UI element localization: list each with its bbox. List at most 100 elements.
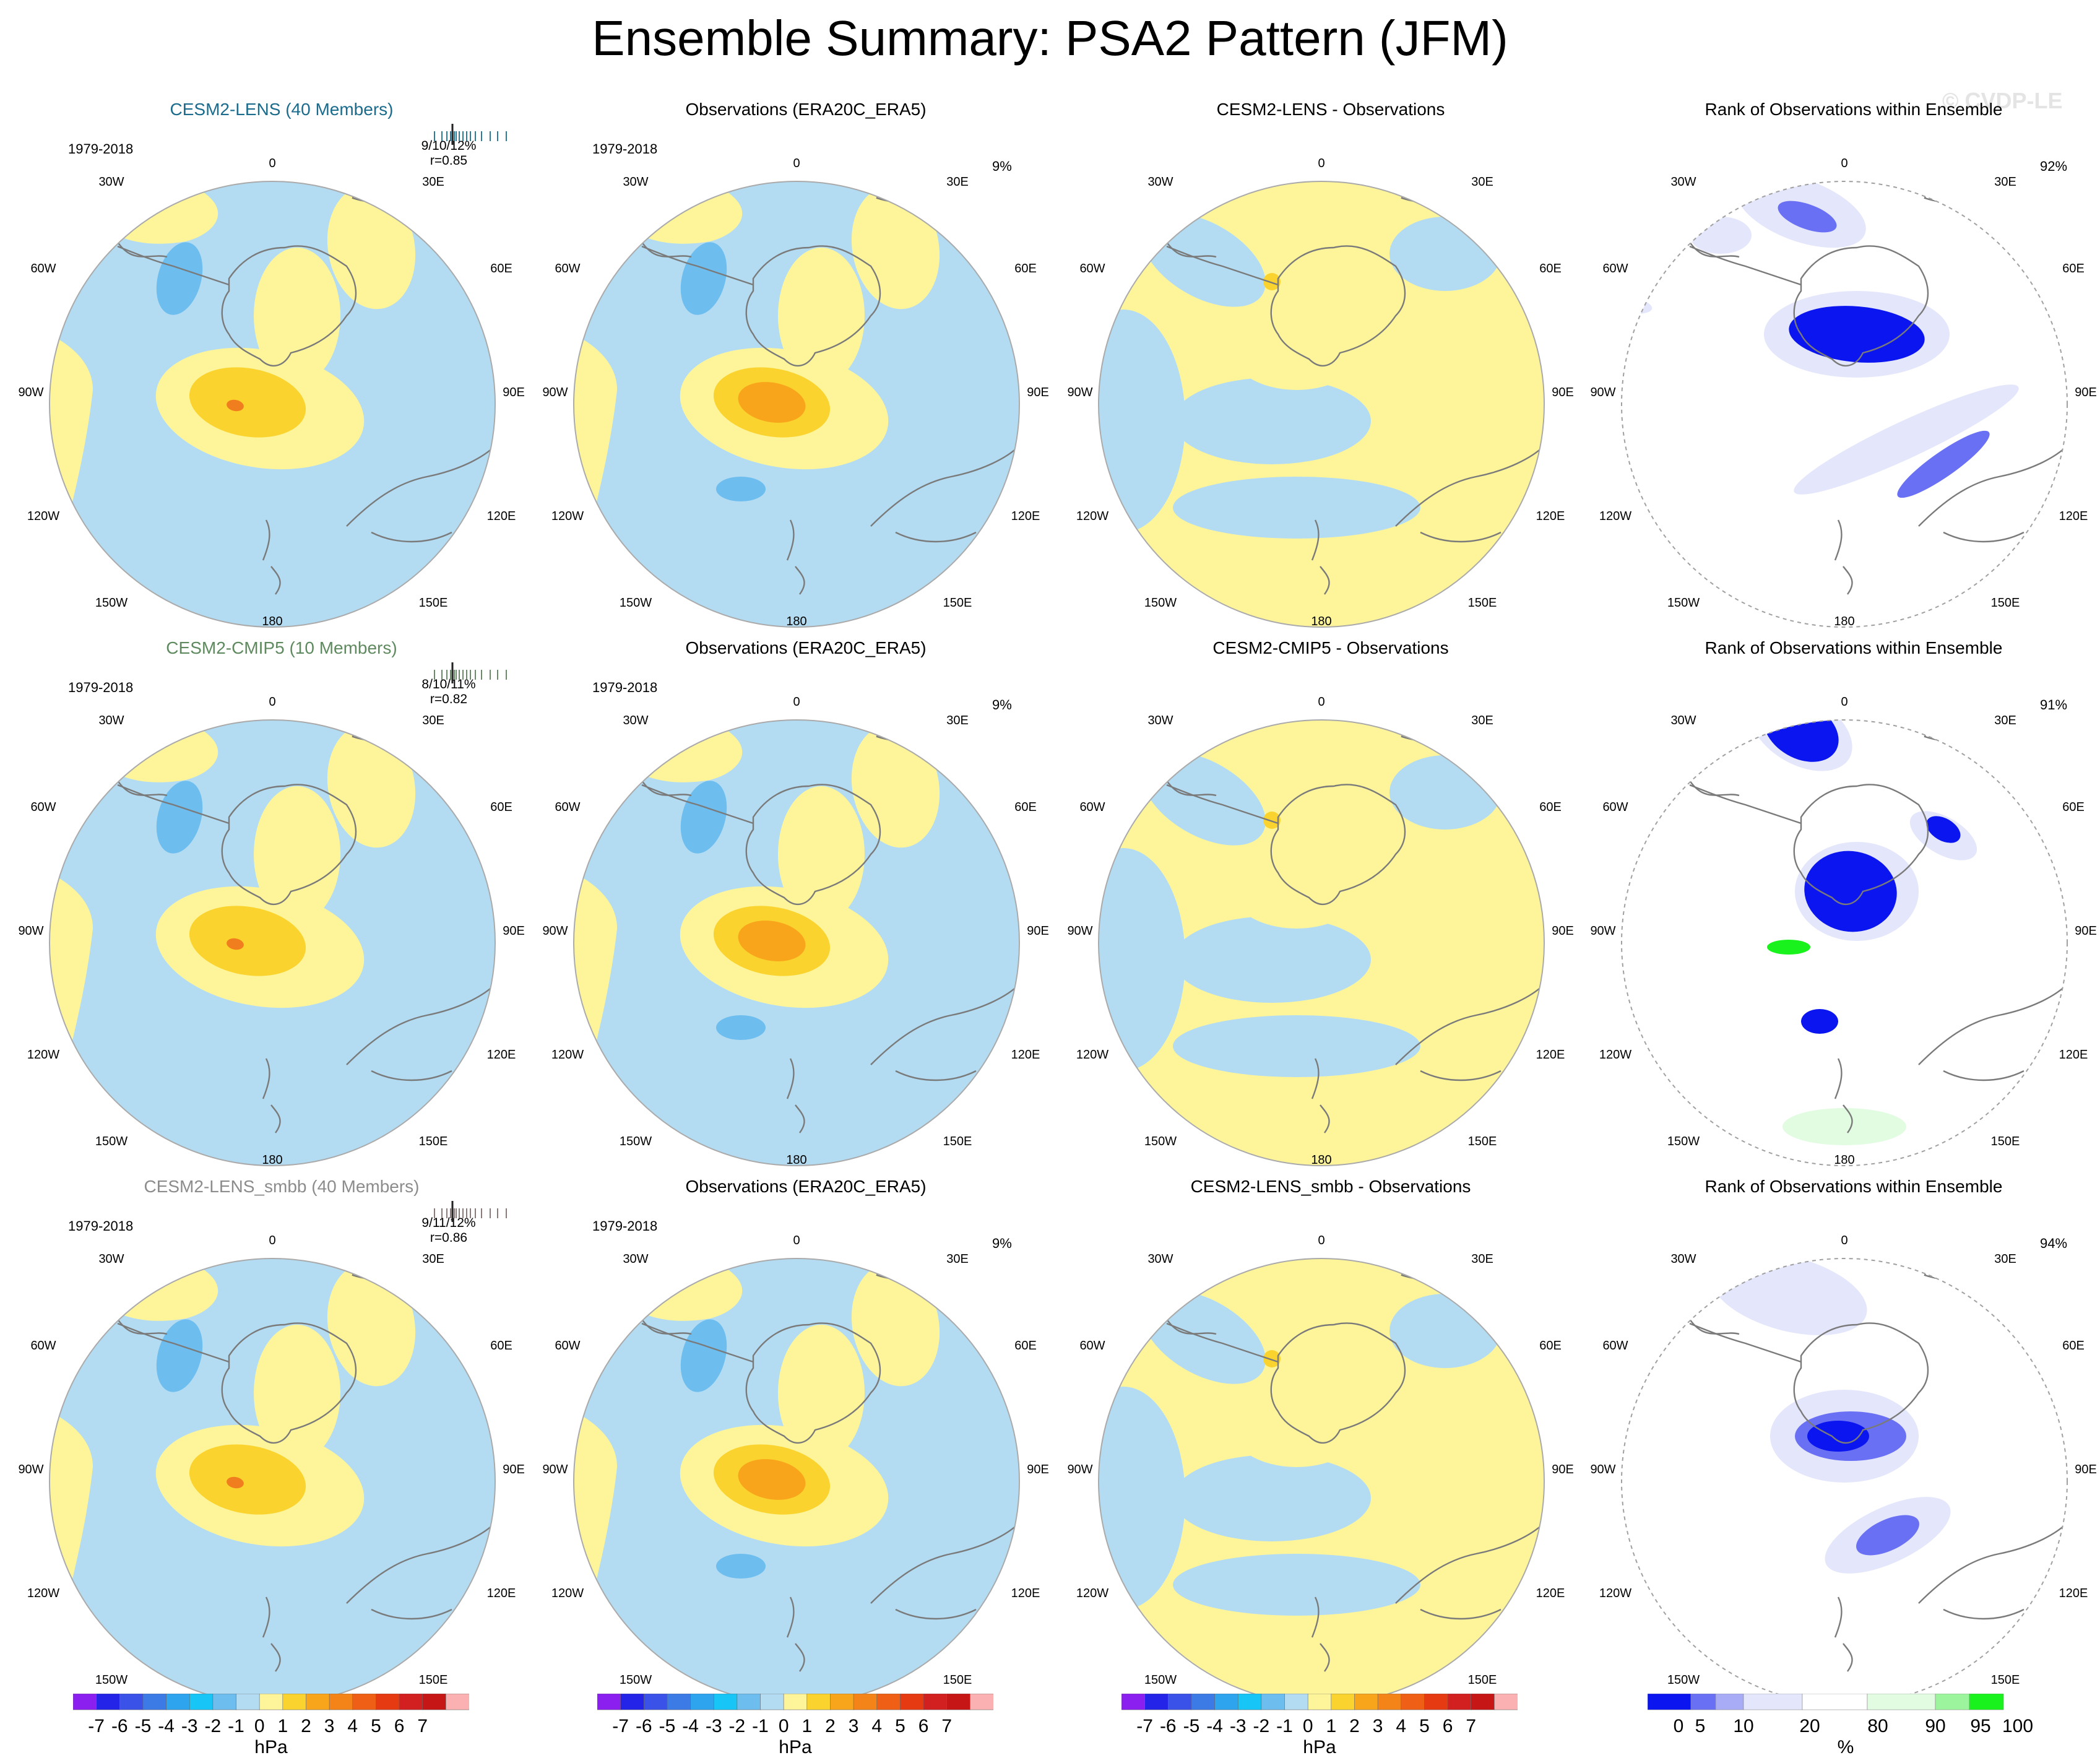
positive-anomaly xyxy=(189,367,306,438)
member-ticks xyxy=(434,1201,507,1222)
positive-anomaly xyxy=(50,334,93,545)
colorbar-swatch xyxy=(166,1693,191,1710)
colorbar-swatch xyxy=(713,1693,738,1710)
colorbar-tick-label: 80 xyxy=(1867,1716,1888,1736)
colorbar-tick-label: 4 xyxy=(347,1716,358,1736)
colorbar-unit: hPa xyxy=(1303,1737,1336,1757)
variance-stats: 9/10/12% xyxy=(421,139,477,153)
longitude-label: 90W xyxy=(18,386,43,399)
colorbar-swatch xyxy=(1261,1693,1285,1710)
longitude-label: 180 xyxy=(1311,1153,1331,1167)
positive-anomaly xyxy=(227,1476,244,1489)
longitude-label: 30W xyxy=(1670,175,1696,189)
colorbar-tick-label: -3 xyxy=(705,1716,722,1736)
longitude-label: 120E xyxy=(487,1587,516,1600)
colorbar-tick-label: 6 xyxy=(1442,1716,1453,1736)
panel-title: Observations (ERA20C_ERA5) xyxy=(685,1177,927,1196)
colorbar-swatch xyxy=(946,1693,971,1710)
colorbar-hpa: -7 -6 -5 -4 -3 -2 -1 0 1 2 3 4 5 6 7 hPa xyxy=(597,1693,994,1762)
positive-anomaly xyxy=(738,920,806,961)
negative-anomaly xyxy=(156,242,203,315)
rank-region xyxy=(1622,826,1643,846)
colorbar-tick-label: -5 xyxy=(659,1716,676,1736)
longitude-label: 60E xyxy=(1539,262,1562,275)
colorbar-swatch xyxy=(1715,1693,1744,1710)
colorbar-rank: 0 5 10 20 80 90 95 100% xyxy=(1647,1693,2044,1762)
colorbar-swatch xyxy=(1307,1693,1332,1710)
longitude-label: 150E xyxy=(943,596,972,610)
longitude-label: 30W xyxy=(98,1252,124,1266)
colorbar-swatch xyxy=(189,1693,214,1710)
percent-variance: 9% xyxy=(992,1236,1012,1251)
colorbar-unit: hPa xyxy=(779,1737,812,1757)
colorbar-swatch xyxy=(1867,1693,1936,1710)
panel-r2c3: 0 30E 60E 90E 120E 150E 180 150W 120W 90W 60W 30W CE… xyxy=(1067,638,1588,1195)
panel-years: 1979-2018 xyxy=(592,1218,658,1234)
colorbar-tick-label: 0 xyxy=(254,1716,265,1736)
colorbar-tick-label: -1 xyxy=(228,1716,244,1736)
longitude-label: 120W xyxy=(27,1587,59,1600)
colorbar-tick-label: -7 xyxy=(88,1716,105,1736)
longitude-label: 60W xyxy=(1602,262,1628,275)
longitude-label: 30W xyxy=(98,714,124,727)
longitude-label: 180 xyxy=(262,615,282,628)
colorbar-tick-label: -2 xyxy=(204,1716,222,1736)
colorbar-tick-label: -2 xyxy=(728,1716,746,1736)
map-outline xyxy=(573,181,1020,628)
colorbar-swatch xyxy=(422,1693,447,1710)
rank-region xyxy=(1897,430,1990,498)
colorbar-swatch xyxy=(737,1693,761,1710)
longitude-label: 0 xyxy=(269,695,275,709)
colorbar-tick-label: 1 xyxy=(1326,1716,1337,1736)
longitude-label: 30W xyxy=(1147,175,1173,189)
longitude-label: 150W xyxy=(1144,596,1177,610)
positive-anomaly xyxy=(254,1325,340,1461)
colorbar-swatch xyxy=(853,1693,878,1710)
longitude-label: 0 xyxy=(1318,695,1324,709)
longitude-label: 60W xyxy=(30,1339,56,1353)
longitude-label: 150W xyxy=(1667,596,1700,610)
longitude-label: 150W xyxy=(620,1135,652,1148)
rank-region xyxy=(1856,1515,1919,1556)
negative-anomaly xyxy=(680,1319,727,1392)
colorbar-swatch xyxy=(1494,1693,1518,1710)
colorbar-swatch xyxy=(329,1693,353,1710)
longitude-label: 30E xyxy=(1471,175,1493,189)
map-field xyxy=(1622,720,2067,1166)
colorbar-tick-label: 100 xyxy=(2002,1716,2034,1736)
longitude-label: 120E xyxy=(487,509,516,523)
longitude-label: 30W xyxy=(98,175,124,189)
longitude-label: 30W xyxy=(623,1252,648,1266)
watermark: © CVDP-LE xyxy=(1942,88,2063,113)
panel-r1c2: 0 30E 60E 90E 120E 150E 180 150W 120W 90W 60W 30W Ob… xyxy=(542,99,1063,656)
positive-anomaly xyxy=(574,334,617,545)
longitude-label: 180 xyxy=(786,1153,806,1167)
panel-title: Rank of Observations within Ensemble xyxy=(1705,100,2003,119)
longitude-label: 60W xyxy=(1079,262,1105,275)
map-outline xyxy=(1098,719,1545,1166)
positive-anomaly xyxy=(50,873,93,1083)
colorbar-swatch xyxy=(1743,1693,1803,1710)
colorbar-tick-label: -1 xyxy=(1276,1716,1293,1736)
pattern-correlation: r=0.86 xyxy=(430,1231,468,1245)
colorbar-tick-label: 10 xyxy=(1733,1716,1754,1736)
longitude-label: 60E xyxy=(490,1339,512,1353)
longitude-label: 150E xyxy=(419,1135,448,1148)
colorbar-swatches xyxy=(597,1693,994,1710)
rank-region xyxy=(1801,1009,1838,1034)
longitude-label: 60E xyxy=(2062,800,2085,814)
longitude-label: 120W xyxy=(551,1587,584,1600)
longitude-label: 90E xyxy=(1027,386,1049,399)
longitude-label: 60E xyxy=(1014,800,1037,814)
longitude-label: 60E xyxy=(1539,800,1562,814)
rank-region xyxy=(1763,720,1839,762)
negative-anomaly xyxy=(1389,217,1501,291)
positive-anomaly xyxy=(1263,812,1281,829)
colorbar-swatch xyxy=(282,1693,307,1710)
map-outline xyxy=(49,719,496,1166)
map-field xyxy=(50,1258,495,1704)
colorbar-tick-label: -7 xyxy=(612,1716,629,1736)
